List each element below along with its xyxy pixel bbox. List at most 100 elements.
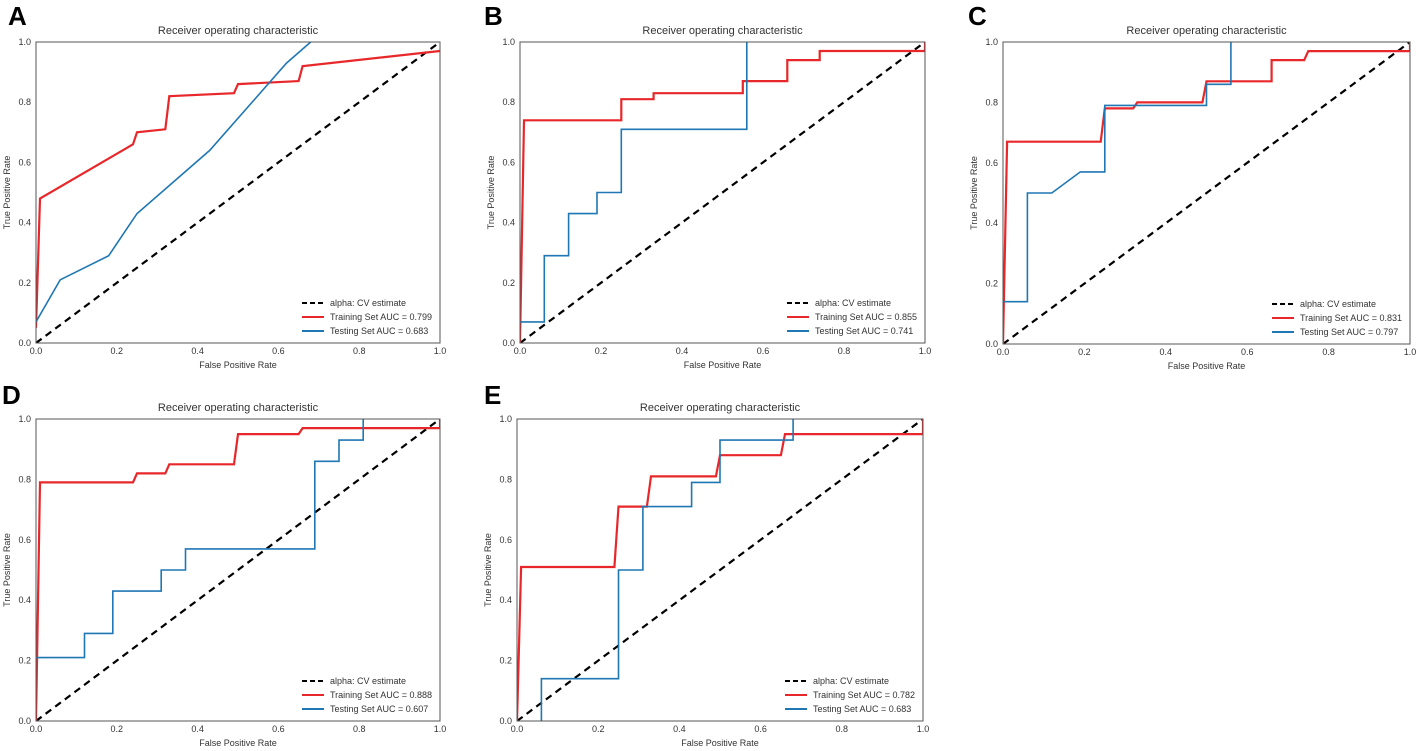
legend-entry: Testing Set AUC = 0.683 <box>813 704 911 714</box>
panel-letter: C <box>968 1 987 31</box>
x-tick-label: 0.4 <box>676 346 689 356</box>
y-tick-label: 0.8 <box>502 97 515 107</box>
plot-frame <box>1002 41 1411 345</box>
y-tick-label: 0.8 <box>18 474 31 484</box>
y-tick-label: 0.0 <box>18 338 31 348</box>
x-tick-label: 0.0 <box>30 724 43 734</box>
chance-line <box>517 419 923 721</box>
plot-area <box>36 42 440 343</box>
chart-title: Receiver operating characteristic <box>158 25 319 37</box>
plot-area <box>36 419 440 721</box>
chart-panel-c: C Receiver operating characteristic 0.0 0.2… <box>968 1 1416 371</box>
x-tick-label: 0.0 <box>514 346 527 356</box>
y-axis-label: True Positive Rate <box>969 156 979 230</box>
y-tick-label: 0.6 <box>18 157 31 167</box>
x-tick-label: 1.0 <box>434 724 447 734</box>
x-axis-label: False Positive Rate <box>684 360 762 370</box>
x-tick-label: 0.6 <box>754 724 767 734</box>
y-tick-label: 0.4 <box>18 218 31 228</box>
y-tick-label: 0.0 <box>502 338 515 348</box>
training-roc-line <box>517 419 923 721</box>
x-axis-label: False Positive Rate <box>199 738 277 748</box>
y-tick-label: 0.6 <box>18 535 31 545</box>
testing-roc-line <box>1003 42 1232 303</box>
y-axis-label: True Positive Rate <box>483 533 493 607</box>
chance-line <box>36 419 440 721</box>
legend: alpha: CV estimate Training Set AUC = 0.7… <box>781 671 921 717</box>
x-tick-label: 1.0 <box>1404 347 1416 357</box>
legend-entry: alpha: CV estimate <box>330 298 406 308</box>
legend-entry: Training Set AUC = 0.888 <box>330 690 432 700</box>
y-tick-label: 0.8 <box>985 97 998 107</box>
legend-entry: Testing Set AUC = 0.741 <box>815 326 913 336</box>
legend-entry: alpha: CV estimate <box>330 676 406 686</box>
chance-line <box>520 42 925 343</box>
chart-panel-e: E Receiver operating characteristic 0.0 0.2… <box>483 380 929 748</box>
x-tick-label: 0.8 <box>353 346 366 356</box>
x-tick-label: 1.0 <box>917 724 930 734</box>
y-tick-label: 0.4 <box>499 595 512 605</box>
x-tick-label: 0.2 <box>592 724 605 734</box>
x-tick-label: 0.0 <box>30 346 43 356</box>
chart-title: Receiver operating characteristic <box>640 402 801 414</box>
y-tick-label: 0.4 <box>502 218 515 228</box>
y-tick-label: 1.0 <box>499 414 512 424</box>
y-tick-label: 0.4 <box>985 218 998 228</box>
x-tick-label: 0.8 <box>353 724 366 734</box>
x-tick-label: 0.6 <box>757 346 770 356</box>
y-tick-label: 0.8 <box>499 474 512 484</box>
plot-area <box>1003 42 1410 344</box>
y-tick-label: 0.6 <box>499 535 512 545</box>
plot-area <box>517 419 923 721</box>
x-axis-label: False Positive Rate <box>199 360 277 370</box>
testing-roc-line <box>36 419 365 659</box>
x-tick-label: 1.0 <box>434 346 447 356</box>
y-axis-label: True Positive Rate <box>2 533 12 607</box>
y-tick-label: 0.0 <box>18 716 31 726</box>
y-axis-label: True Positive Rate <box>486 156 496 230</box>
x-tick-label: 0.8 <box>836 724 849 734</box>
panel-letter: D <box>2 380 21 410</box>
legend: alpha: CV estimate Training Set AUC = 0.7… <box>298 293 438 339</box>
x-tick-label: 0.0 <box>997 347 1010 357</box>
chart-panel-b: B Receiver operating characteristic 0.0 0.2… <box>484 1 931 370</box>
y-tick-label: 1.0 <box>18 37 31 47</box>
x-axis-label: False Positive Rate <box>681 738 759 748</box>
y-tick-label: 0.0 <box>985 339 998 349</box>
chart-title: Receiver operating characteristic <box>642 25 803 37</box>
chance-line <box>1003 42 1410 344</box>
y-tick-label: 0.8 <box>18 97 31 107</box>
y-tick-label: 0.2 <box>18 278 31 288</box>
y-tick-label: 0.6 <box>985 158 998 168</box>
panel-letter: E <box>484 380 501 410</box>
training-roc-line <box>1003 42 1410 344</box>
y-tick-label: 1.0 <box>985 37 998 47</box>
legend-entry: alpha: CV estimate <box>1300 299 1376 309</box>
y-axis-label: True Positive Rate <box>2 156 12 230</box>
y-tick-label: 1.0 <box>502 37 515 47</box>
plot-frame <box>516 418 924 722</box>
chart-panel-a: A Receiver operating characteristic 0.0 0.2… <box>2 1 446 370</box>
y-tick-label: 0.2 <box>499 656 512 666</box>
y-tick-label: 0.4 <box>18 595 31 605</box>
legend-entry: Testing Set AUC = 0.607 <box>330 704 428 714</box>
training-roc-line <box>520 42 925 343</box>
y-tick-label: 0.2 <box>985 279 998 289</box>
x-tick-label: 0.4 <box>191 724 204 734</box>
legend-entry: Training Set AUC = 0.782 <box>813 690 915 700</box>
y-tick-label: 0.0 <box>499 716 512 726</box>
x-tick-label: 0.2 <box>595 346 608 356</box>
legend: alpha: CV estimate Training Set AUC = 0.8… <box>1268 294 1408 340</box>
testing-roc-line <box>540 419 794 721</box>
legend-entry: alpha: CV estimate <box>815 298 891 308</box>
y-tick-label: 0.2 <box>502 278 515 288</box>
x-tick-label: 0.6 <box>272 346 285 356</box>
chart-title: Receiver operating characteristic <box>1126 25 1287 37</box>
x-tick-label: 1.0 <box>919 346 932 356</box>
testing-roc-line <box>520 42 748 323</box>
x-tick-label: 0.2 <box>111 346 124 356</box>
plot-frame <box>519 41 926 344</box>
x-axis-label: False Positive Rate <box>1168 361 1246 371</box>
legend-entry: Training Set AUC = 0.799 <box>330 312 432 322</box>
